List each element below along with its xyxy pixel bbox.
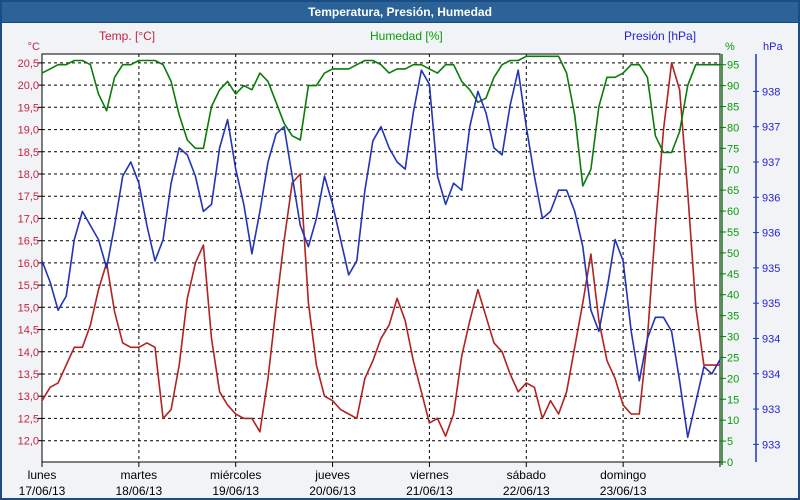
humidity-tick-label: 65 (727, 185, 739, 197)
humidity-tick-label: 60 (727, 206, 739, 218)
humidity-tick-label: 95 (727, 60, 739, 72)
day-name-label: miércoles (210, 468, 261, 482)
x-axis-day-labels: lunes 17/06/13 martes 18/06/13 miércoles 19/0… (19, 468, 647, 498)
humidity-tick-label: 90 (727, 81, 739, 93)
pressure-line (41, 69, 721, 439)
pressure-tick-label: 933 (762, 404, 780, 416)
pressure-tick-label: 935 (762, 298, 780, 310)
humidity-tick-label: 50 (727, 248, 739, 260)
humidity-tick-label: 55 (727, 227, 739, 239)
humidity-tick-label: 5 (727, 436, 733, 448)
temp-tick-label: 14,5 (18, 325, 39, 337)
temp-tick-label: 20,0 (18, 80, 39, 92)
legend-pressure: Presión [hPa] (624, 29, 697, 43)
pressure-tick-label: 937 (762, 157, 780, 169)
humidity-tick-label: 85 (727, 102, 739, 114)
legend-temperature: Temp. [°C] (99, 29, 156, 43)
day-name-label: viernes (410, 468, 449, 482)
temp-tick-label: 18,0 (18, 169, 39, 181)
gridlines (42, 54, 720, 462)
humidity-tick-label: 20 (727, 373, 739, 385)
legend-humidity: Humedad [%] (370, 29, 443, 43)
data-series-lines (41, 55, 721, 439)
day-date-label: 23/06/13 (600, 484, 647, 498)
pressure-tick-label: 938 (762, 86, 780, 98)
day-date-label: 17/06/13 (19, 484, 66, 498)
pressure-tick-label: 937 (762, 122, 780, 134)
humidity-tick-label: 30 (727, 332, 739, 344)
humidity-tick-label: 35 (727, 311, 739, 323)
temp-tick-label: 17,0 (18, 213, 39, 225)
day-name-label: lunes (28, 468, 57, 482)
temp-tick-label: 17,5 (18, 191, 39, 203)
temp-tick-label: 13,0 (18, 391, 39, 403)
humidity-tick-label: 40 (727, 290, 739, 302)
temp-tick-label: 19,5 (18, 102, 39, 114)
pressure-axis-header: hPa (763, 41, 783, 53)
humidity-line (41, 55, 721, 187)
temp-tick-label: 15,5 (18, 280, 39, 292)
humidity-tick-label: 15 (727, 394, 739, 406)
humidity-tick-label: 45 (727, 269, 739, 281)
day-date-label: 20/06/13 (309, 484, 356, 498)
humidity-tick-label: 25 (727, 352, 739, 364)
day-date-label: 22/06/13 (503, 484, 550, 498)
temp-tick-label: 16,5 (18, 236, 39, 248)
humidity-axis-header: % (725, 41, 735, 53)
pressure-tick-label: 934 (762, 333, 780, 345)
title-bar: Temperatura, Presión, Humedad (2, 2, 798, 23)
temp-tick-label: 19,0 (18, 125, 39, 137)
day-name-label: jueves (314, 468, 350, 482)
axis-ticks-and-labels: 20,5 20,0 19,5 19,0 18,5 18,0 17,5 17,0 16,5 16,0… (18, 54, 780, 469)
humidity-tick-label: 75 (727, 143, 739, 155)
humidity-tick-label: 70 (727, 164, 739, 176)
pressure-tick-label: 933 (762, 439, 780, 451)
pressure-tick-label: 936 (762, 192, 780, 204)
temp-tick-label: 15,0 (18, 302, 39, 314)
day-name-label: martes (121, 468, 158, 482)
temp-tick-label: 12,5 (18, 413, 39, 425)
temp-axis-header: °C (28, 41, 40, 53)
temp-tick-label: 18,5 (18, 147, 39, 159)
temp-tick-label: 13,5 (18, 369, 39, 381)
temp-tick-label: 14,0 (18, 347, 39, 359)
day-name-label: domingo (600, 468, 646, 482)
day-date-label: 21/06/13 (406, 484, 453, 498)
temp-tick-label: 16,0 (18, 258, 39, 270)
temp-tick-label: 12,0 (18, 436, 39, 448)
day-name-label: sábado (507, 468, 547, 482)
humidity-tick-label: 80 (727, 122, 739, 134)
temperature-line (41, 62, 721, 438)
plot-background (42, 54, 720, 462)
pressure-tick-label: 936 (762, 228, 780, 240)
plot-frame (41, 53, 721, 463)
pressure-tick-label: 934 (762, 369, 780, 381)
humidity-tick-label: 10 (727, 415, 739, 427)
day-date-label: 18/06/13 (115, 484, 162, 498)
day-date-label: 19/06/13 (212, 484, 259, 498)
pressure-tick-label: 935 (762, 263, 780, 275)
page-title: Temperatura, Presión, Humedad (308, 5, 492, 19)
temp-tick-label: 20,5 (18, 58, 39, 70)
humidity-tick-label: 0 (727, 457, 733, 469)
